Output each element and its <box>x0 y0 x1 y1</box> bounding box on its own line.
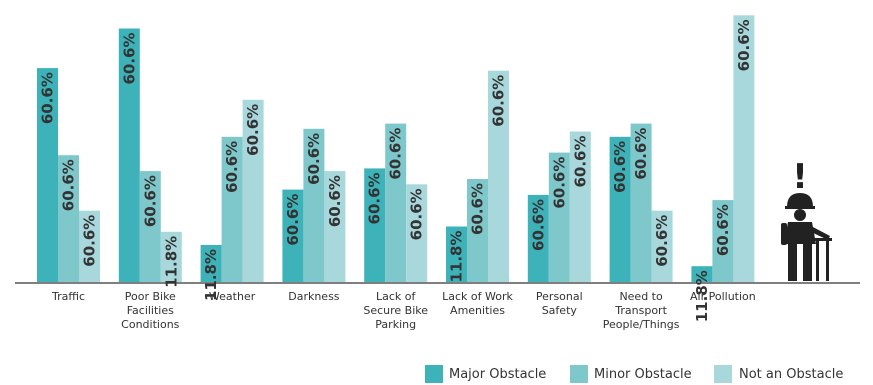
legend: Major Obstacle Minor Obstacle Not an Obs… <box>425 365 843 383</box>
bar-not-1 <box>160 231 182 282</box>
category-label-line: Transport <box>614 304 667 317</box>
category-label-line: Weather <box>209 290 256 303</box>
category-label-line: Lack of Work <box>442 290 513 303</box>
value-label-minor-4: 60.6% <box>387 128 405 180</box>
value-label-not-4: 60.6% <box>408 188 426 240</box>
bar-not-6 <box>569 131 591 282</box>
bar-not-8 <box>733 15 755 283</box>
legend-swatch-not <box>714 365 732 383</box>
legend-swatch-minor <box>570 365 588 383</box>
bar-major-2 <box>200 245 222 282</box>
value-label-minor-1: 60.6% <box>141 175 159 227</box>
category-label-line: Personal <box>536 290 583 303</box>
category-label-4: Lack of Secure Bike Parking <box>363 290 428 331</box>
category-label-line: Parking <box>375 318 416 331</box>
category-label-line: Traffic <box>51 290 85 303</box>
value-label-major-7: 60.6% <box>611 141 629 193</box>
value-labels-group: 60.6%60.6%60.6%60.6%60.6%11.8% 11.8%60.6%… <box>39 19 753 322</box>
legend-label-minor: Minor Obstacle <box>594 367 692 382</box>
category-label-6: Personal Safety <box>536 290 583 317</box>
value-label-not-5: 60.6% <box>490 75 508 127</box>
category-label-line: Safety <box>542 304 578 317</box>
category-label-line: Conditions <box>121 318 179 331</box>
value-label-major-2: 11.8% <box>202 249 220 301</box>
bar-minor-4 <box>385 123 407 282</box>
category-label-line: Poor Bike <box>125 290 176 303</box>
bar-not-0 <box>79 210 100 282</box>
category-label-0: Traffic <box>51 290 85 303</box>
value-label-not-7: 60.6% <box>653 215 671 267</box>
category-label-line: Secure Bike <box>363 304 428 317</box>
bar-minor-7 <box>630 123 652 282</box>
bar-not-2 <box>242 99 264 282</box>
category-label-line: Need to <box>619 290 663 303</box>
bar-not-7 <box>651 210 673 282</box>
bar-minor-5 <box>467 179 488 282</box>
value-label-minor-6: 60.6% <box>550 157 568 209</box>
bar-minor-8 <box>712 200 734 282</box>
value-label-major-5: 11.8% <box>448 231 466 283</box>
category-label-1: Poor Bike Facilities Conditions <box>121 290 179 331</box>
bar-major-3 <box>282 189 304 282</box>
category-label-3: Darkness <box>288 290 340 303</box>
bar-not-4 <box>406 184 428 282</box>
bar-major-5 <box>446 226 467 282</box>
cyclist-warning-icon: ! <box>781 157 832 281</box>
bars-group <box>37 15 755 283</box>
value-label-major-3: 60.6% <box>284 194 302 246</box>
category-label-line: Air Pollution <box>690 290 756 303</box>
value-label-major-1: 60.6% <box>120 33 138 85</box>
value-label-not-0: 60.6% <box>81 215 99 267</box>
bar-major-1 <box>118 28 140 282</box>
bar-major-6 <box>527 194 549 282</box>
bar-not-5 <box>488 70 509 282</box>
value-label-minor-0: 60.6% <box>60 159 78 211</box>
bar-major-4 <box>364 168 386 282</box>
category-labels-group: Traffic Poor Bike Facilities Conditions Weat… <box>51 290 756 331</box>
legend-swatch-major <box>425 365 443 383</box>
legend-label-major: Major Obstacle <box>449 367 546 382</box>
bar-minor-3 <box>303 128 325 282</box>
bar-minor-0 <box>58 155 79 282</box>
value-label-minor-2: 60.6% <box>223 141 241 193</box>
category-label-8: Air Pollution <box>690 290 756 303</box>
value-label-major-0: 60.6% <box>39 72 57 124</box>
bar-major-8 <box>691 266 713 282</box>
value-label-major-6: 60.6% <box>529 199 547 251</box>
value-label-not-6: 60.6% <box>571 136 589 188</box>
value-label-not-3: 60.6% <box>326 175 344 227</box>
value-label-minor-3: 60.6% <box>305 133 323 185</box>
category-label-line: Darkness <box>288 290 340 303</box>
legend-label-not: Not an Obstacle <box>739 367 843 382</box>
exclamation-mark: ! <box>792 157 808 197</box>
bar-major-7 <box>609 136 631 282</box>
value-label-minor-8: 60.6% <box>714 204 732 256</box>
bar-minor-2 <box>221 136 243 282</box>
category-label-5: Lack of Work Amenities <box>442 290 513 317</box>
bar-minor-1 <box>139 171 161 282</box>
value-label-major-4: 60.6% <box>366 172 384 224</box>
category-label-line: People/Things <box>603 318 680 331</box>
category-label-line: Lack of <box>376 290 417 303</box>
category-label-line: Amenities <box>450 304 505 317</box>
value-label-minor-7: 60.6% <box>632 128 650 180</box>
value-label-not-1: 11.8% <box>162 236 180 288</box>
value-label-minor-5: 60.6% <box>469 183 487 235</box>
bar-not-3 <box>324 171 346 282</box>
bar-major-0 <box>37 68 58 282</box>
value-label-not-2: 60.6% <box>244 104 262 156</box>
category-label-line: Facilities <box>127 304 174 317</box>
category-label-7: Need to Transport People/Things <box>603 290 680 331</box>
bar-minor-6 <box>548 152 570 282</box>
category-label-2: Weather <box>209 290 256 303</box>
value-label-not-8: 60.6% <box>735 19 753 71</box>
